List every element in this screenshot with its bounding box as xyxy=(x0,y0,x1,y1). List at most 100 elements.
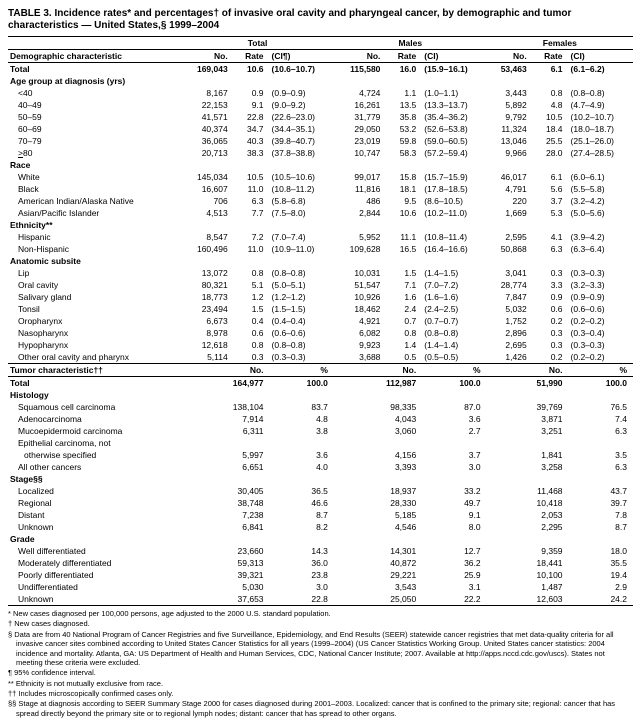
row-label: Other oral cavity and pharynx xyxy=(8,351,181,364)
row-label: <40 xyxy=(8,87,181,99)
cell: 2.9 xyxy=(569,581,633,593)
cell: 30,405 xyxy=(181,485,269,497)
cell: 8,547 xyxy=(181,231,234,243)
cell: 6,673 xyxy=(181,315,234,327)
tumor-col: % xyxy=(569,364,633,377)
cell: 3.1 xyxy=(422,581,486,593)
cell: 5,030 xyxy=(181,581,269,593)
cell: 1.5 xyxy=(386,267,422,279)
section-label: Race xyxy=(8,159,633,171)
cell: 87.0 xyxy=(422,401,486,413)
cell: 11.0 xyxy=(234,183,270,195)
cell: (7.0–7.2) xyxy=(422,279,486,291)
cell: 7,238 xyxy=(181,509,269,521)
cell: 8.0 xyxy=(422,521,486,533)
table-title: TABLE 3. Incidence rates* and percentage… xyxy=(8,8,633,32)
cell: 0.6 xyxy=(533,303,569,315)
cell: (0.6–0.6) xyxy=(270,327,334,339)
cell: (52.6–53.8) xyxy=(422,123,486,135)
cell: 138,104 xyxy=(181,401,269,413)
cell: 100.0 xyxy=(422,377,486,390)
cell: 28,774 xyxy=(487,279,533,291)
cell: 58.3 xyxy=(386,147,422,159)
cell: 0.8 xyxy=(386,327,422,339)
col-header: Rate xyxy=(386,50,422,63)
cell: 4,513 xyxy=(181,207,234,219)
cell: 3,871 xyxy=(487,413,569,425)
row-label: Salivary gland xyxy=(8,291,181,303)
cell: 23.8 xyxy=(270,569,334,581)
cell: 28.0 xyxy=(533,147,569,159)
cell: 3,041 xyxy=(487,267,533,279)
section-label: Ethnicity** xyxy=(8,219,633,231)
cell: 6.3 xyxy=(569,425,633,437)
row-label: Localized xyxy=(8,485,181,497)
cell: 3.0 xyxy=(270,581,334,593)
cell: 14,301 xyxy=(334,545,422,557)
cell: 5.6 xyxy=(533,183,569,195)
cell: 23,494 xyxy=(181,303,234,315)
row-label: Distant xyxy=(8,509,181,521)
cell: 36,065 xyxy=(181,135,234,147)
cell: 18,462 xyxy=(334,303,387,315)
cell: (1.4–1.4) xyxy=(422,339,486,351)
cell: 22.8 xyxy=(270,593,334,605)
cell: 10,031 xyxy=(334,267,387,279)
cell: 115,580 xyxy=(334,63,387,76)
cell: 2.7 xyxy=(422,425,486,437)
cell: 6.3 xyxy=(569,461,633,473)
cell: 0.2 xyxy=(533,315,569,327)
row-label: Adenocarcinoma xyxy=(8,413,181,425)
cell: 3.5 xyxy=(569,449,633,461)
cell: 18,441 xyxy=(487,557,569,569)
col-header: No. xyxy=(181,50,234,63)
cell: 40.3 xyxy=(234,135,270,147)
cell: 6.3 xyxy=(533,243,569,255)
row-label: Undifferentiated xyxy=(8,581,181,593)
cell: 8.7 xyxy=(270,509,334,521)
cell: (35.4–36.2) xyxy=(422,111,486,123)
cell: 11.0 xyxy=(234,243,270,255)
cell: (5.8–6.8) xyxy=(270,195,334,207)
group-total: Total xyxy=(181,37,334,50)
cell: 7.7 xyxy=(234,207,270,219)
cell: 53.2 xyxy=(386,123,422,135)
cell: 0.3 xyxy=(533,327,569,339)
cell: 6.1 xyxy=(533,171,569,183)
tumor-col: No. xyxy=(181,364,269,377)
cell: 10.6 xyxy=(234,63,270,76)
section-label: Stage§§ xyxy=(8,473,633,485)
cell: (0.3–0.4) xyxy=(569,327,633,339)
cell: 9.5 xyxy=(386,195,422,207)
cell: 3,443 xyxy=(487,87,533,99)
cell: 41,571 xyxy=(181,111,234,123)
cell: (3.2–4.2) xyxy=(569,195,633,207)
cell: 5.1 xyxy=(234,279,270,291)
cell: 4,043 xyxy=(334,413,422,425)
cell: 5.3 xyxy=(533,207,569,219)
cell: 39,769 xyxy=(487,401,569,413)
cell: (10.8–11.4) xyxy=(422,231,486,243)
cell: 1,487 xyxy=(487,581,569,593)
row-label: 40–49 xyxy=(8,99,181,111)
cell: 1,426 xyxy=(487,351,533,364)
cell: 10,100 xyxy=(487,569,569,581)
cell: (16.4–16.6) xyxy=(422,243,486,255)
cell: (5.0–5.1) xyxy=(270,279,334,291)
cell: 16.5 xyxy=(386,243,422,255)
cell: 9,923 xyxy=(334,339,387,351)
cell: 59,313 xyxy=(181,557,269,569)
cell: 1.2 xyxy=(234,291,270,303)
cell: 112,987 xyxy=(334,377,422,390)
row-label: Oropharynx xyxy=(8,315,181,327)
cell: 38.3 xyxy=(234,147,270,159)
cell: 39,321 xyxy=(181,569,269,581)
row-label: Epithelial carcinoma, not xyxy=(8,437,633,449)
cell: 8,978 xyxy=(181,327,234,339)
cell: 18,773 xyxy=(181,291,234,303)
cell: 23,019 xyxy=(334,135,387,147)
row-label: Unknown xyxy=(8,521,181,533)
cell: (10.2–11.0) xyxy=(422,207,486,219)
group-males: Males xyxy=(334,37,487,50)
row-label: Asian/Pacific Islander xyxy=(8,207,181,219)
